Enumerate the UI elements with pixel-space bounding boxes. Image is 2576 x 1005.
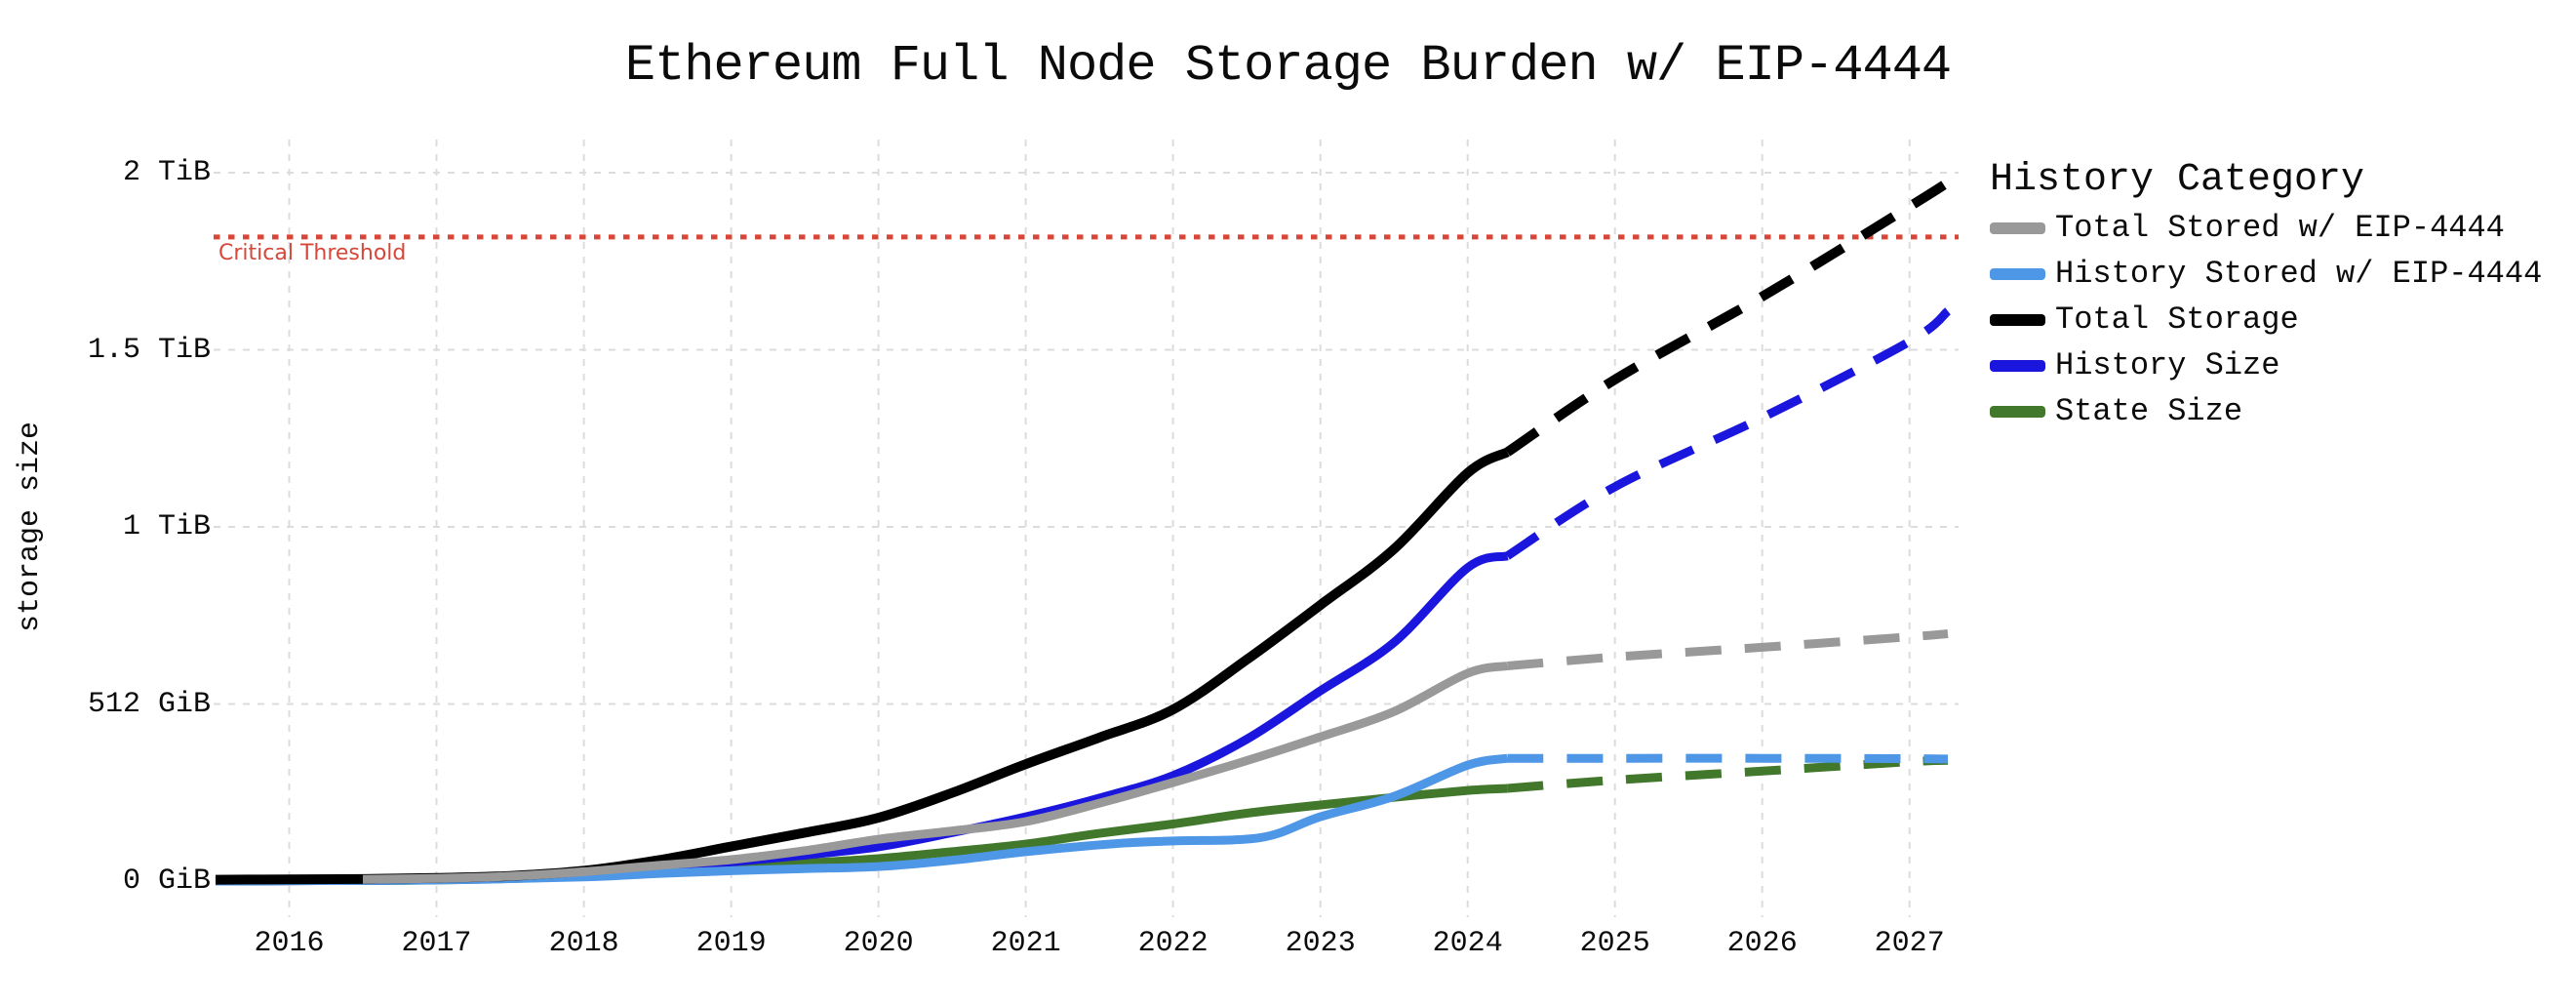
legend-swatch-icon	[1990, 267, 2045, 280]
legend-swatch-icon	[1990, 359, 2045, 372]
series-line-total-stored-w-eip-4444	[362, 662, 1509, 884]
x-tick-label: 2018	[548, 927, 619, 960]
series-projection-history-stored-w-eip-4444	[1507, 753, 1949, 764]
x-tick-label: 2019	[695, 927, 767, 960]
series-projection-history-size	[1504, 307, 1952, 560]
legend-item: History Stored w/ EIP-4444	[1990, 251, 2542, 297]
legend-item: Total Stored w/ EIP-4444	[1990, 205, 2542, 251]
legend-title: History Category	[1990, 158, 2365, 202]
legend-items: Total Stored w/ EIP-4444 History Stored w…	[1990, 205, 2542, 434]
legend-item-label: State Size	[2055, 393, 2243, 429]
legend-swatch-icon	[1990, 221, 2045, 234]
legend-swatch-icon	[1990, 313, 2045, 326]
x-tick-label: 2026	[1726, 927, 1798, 960]
y-tick-label: 512 GiB	[87, 687, 211, 721]
x-tick-label: 2017	[401, 927, 472, 960]
legend-item-label: History Stored w/ EIP-4444	[2055, 256, 2543, 292]
y-tick-label: 1 TiB	[122, 510, 211, 543]
series-projection-total-storage	[1504, 178, 1951, 457]
critical-threshold-label: Critical Threshold	[218, 241, 407, 265]
x-tick-label: 2016	[254, 927, 325, 960]
legend-item-label: Total Storage	[2055, 302, 2299, 338]
legend-item-label: Total Stored w/ EIP-4444	[2055, 210, 2505, 246]
series-projection-state-size	[1507, 755, 1949, 793]
legend: History Category Total Stored w/ EIP-444…	[1990, 158, 2542, 434]
y-tick-label: 0 GiB	[122, 864, 211, 898]
legend-item: State Size	[1990, 388, 2542, 434]
y-tick-label: 1.5 TiB	[87, 333, 211, 367]
x-tick-label: 2021	[990, 927, 1061, 960]
legend-item-label: History Size	[2055, 347, 2280, 383]
legend-swatch-icon	[1990, 405, 2045, 418]
x-tick-label: 2027	[1874, 927, 1945, 960]
x-tick-label: 2024	[1432, 927, 1503, 960]
x-tick-label: 2025	[1579, 927, 1650, 960]
x-tick-label: 2023	[1285, 927, 1356, 960]
x-tick-label: 2022	[1137, 927, 1209, 960]
x-tick-label: 2020	[843, 927, 914, 960]
series-projection-total-stored-w-eip-4444	[1507, 629, 1949, 670]
y-tick-label: 2 TiB	[122, 156, 211, 189]
legend-item: History Size	[1990, 342, 2542, 388]
chart-title: Ethereum Full Node Storage Burden w/ EIP…	[624, 37, 1952, 95]
legend-item: Total Storage	[1990, 297, 2542, 342]
